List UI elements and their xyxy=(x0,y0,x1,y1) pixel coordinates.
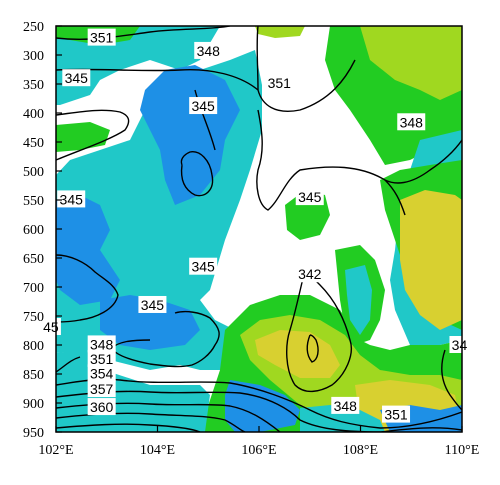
contour-label-background xyxy=(87,349,116,367)
contour-label: 45 xyxy=(43,319,59,335)
contour-line-351-bottom xyxy=(56,390,462,432)
contour-line-348-bottom xyxy=(56,378,462,429)
contour-label-background xyxy=(138,295,167,313)
contour-line-345-center xyxy=(180,151,214,197)
y-tick-label: 500 xyxy=(23,165,44,180)
contour-label-background xyxy=(189,97,218,115)
contour-label-background xyxy=(87,380,116,398)
shade-cyan-upper-left xyxy=(56,26,220,105)
contour-line-360-bottom xyxy=(56,423,201,432)
contour-label: 357 xyxy=(90,381,114,397)
contour-line-351-top xyxy=(56,26,231,40)
y-tick-label: 550 xyxy=(23,194,44,209)
contour-label: 34 xyxy=(452,337,468,353)
shade-cyan-center-right xyxy=(345,265,372,335)
contour-label: 351 xyxy=(90,351,114,367)
y-tick-label: 600 xyxy=(23,223,44,238)
shade-yellowgreen-right-top xyxy=(360,26,462,100)
contour-label-background xyxy=(449,336,470,353)
contour-label-background xyxy=(62,69,91,87)
x-tick-label: 104°E xyxy=(140,443,175,458)
y-tick-label: 850 xyxy=(23,368,44,383)
contour-label: 348 xyxy=(400,114,424,130)
contour-label-background xyxy=(189,257,218,275)
contour-label: 345 xyxy=(298,189,322,205)
contour-line-345-left-mid xyxy=(56,254,119,323)
x-tick-label: 108°E xyxy=(343,443,378,458)
y-tick-label: 650 xyxy=(23,252,44,267)
contour-line-345-left xyxy=(56,109,130,161)
y-tick-label: 400 xyxy=(23,107,44,122)
contour-line-34-right xyxy=(441,349,462,411)
contour-label: 345 xyxy=(191,98,215,114)
contour-label-background xyxy=(57,190,86,208)
x-tick-label: 102°E xyxy=(38,443,73,458)
y-tick-label: 800 xyxy=(23,339,44,354)
contour-label-background xyxy=(87,398,116,416)
contour-lines-layer xyxy=(56,26,462,432)
contour-line-345-left-low xyxy=(56,356,81,373)
contour-label: 348 xyxy=(90,336,114,352)
contour-label: 348 xyxy=(197,43,221,59)
y-tick-label: 350 xyxy=(23,78,44,93)
contour-label-background xyxy=(397,113,426,131)
contour-line-351-right xyxy=(256,109,462,211)
x-axis: 102°E 104°E 106°E 108°E 110°E xyxy=(38,426,479,458)
contour-label-background xyxy=(382,405,411,423)
contour-label-background xyxy=(87,28,116,46)
x-tick-label: 110°E xyxy=(445,443,480,458)
contour-label: 351 xyxy=(384,407,408,423)
y-tick-label: 450 xyxy=(23,136,44,151)
y-axis: 250 300 350 400 450 500 550 600 650 700 750 800 850 9… xyxy=(23,20,62,441)
x-tick-label: 106°E xyxy=(241,443,276,458)
shade-yellowgreen-top-mid xyxy=(255,26,305,38)
contour-label: 351 xyxy=(268,75,292,91)
contour-label-background xyxy=(331,396,360,414)
contour-label: 348 xyxy=(334,398,358,414)
contour-label: 360 xyxy=(90,399,114,415)
shade-yellow-bottom xyxy=(255,330,340,378)
contour-label: 342 xyxy=(298,266,322,282)
contour-line-348-upper xyxy=(56,59,356,112)
contour-label: 354 xyxy=(90,365,114,381)
contour-label: 345 xyxy=(60,191,84,207)
contour-line-348-mid xyxy=(194,89,216,151)
contour-line-345-right-mid xyxy=(286,269,352,393)
shade-blue-mid xyxy=(100,295,200,350)
y-tick-label: 900 xyxy=(23,397,44,412)
contour-line-342 xyxy=(306,334,319,363)
contour-label: 345 xyxy=(65,70,89,86)
contour-label: 345 xyxy=(141,297,165,313)
y-tick-label: 300 xyxy=(23,49,44,64)
contour-label: 351 xyxy=(90,30,114,46)
contour-label-background xyxy=(194,41,223,59)
contour-label-background xyxy=(265,73,294,91)
contour-label-background xyxy=(295,188,324,206)
contour-label-background xyxy=(87,364,116,382)
y-tick-label: 950 xyxy=(23,426,44,441)
contour-label-background xyxy=(295,265,324,283)
contour-line-351-upper xyxy=(256,26,259,91)
y-tick-label: 700 xyxy=(23,281,44,296)
y-tick-label: 250 xyxy=(23,20,44,35)
contour-label: 345 xyxy=(191,259,215,275)
contour-label-background xyxy=(87,335,116,353)
contour-line-348-right xyxy=(384,179,406,216)
shade-blue-left xyxy=(56,195,120,305)
shade-yellow-right xyxy=(400,190,462,330)
y-tick-label: 750 xyxy=(23,310,44,325)
